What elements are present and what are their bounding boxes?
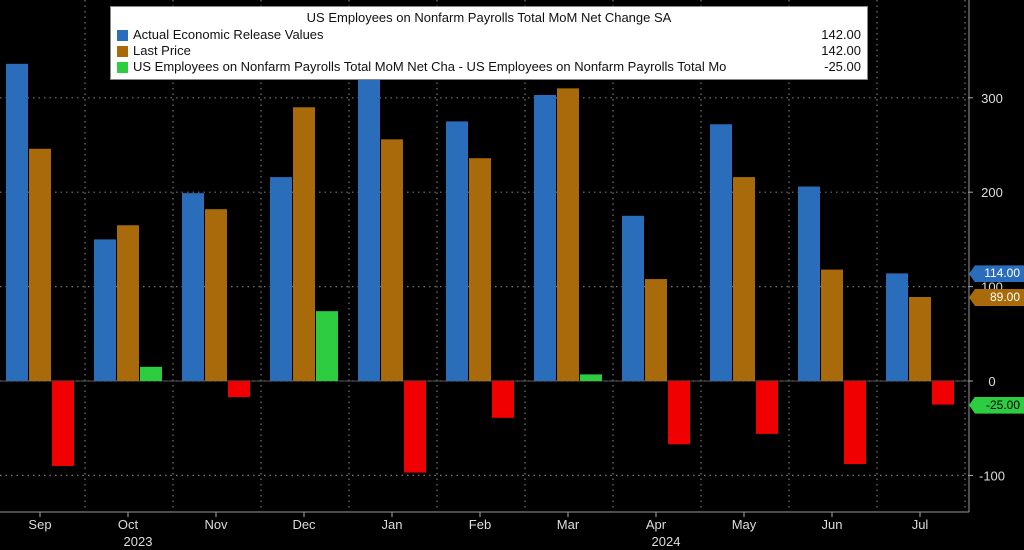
bar-difference xyxy=(316,311,338,381)
legend-swatch-difference xyxy=(117,61,128,73)
bar-actual xyxy=(270,177,292,381)
last-value-tag-difference: -25.00 xyxy=(969,396,1024,414)
legend: US Employees on Nonfarm Payrolls Total M… xyxy=(110,6,868,80)
bar-last-price xyxy=(909,296,931,381)
year-label: 2024 xyxy=(652,534,681,549)
bar-last-price xyxy=(381,139,403,381)
x-tick-label: Apr xyxy=(646,517,667,532)
bar-last-price xyxy=(557,88,579,382)
x-tick-label: May xyxy=(732,517,757,532)
y-tick-label: 0 xyxy=(988,374,995,389)
y-tick-label: 300 xyxy=(981,91,1003,106)
bar-difference xyxy=(844,381,866,465)
legend-value-actual: 142.00 xyxy=(821,27,861,42)
y-tick-label: 200 xyxy=(981,185,1003,200)
x-tick-label: Jan xyxy=(382,517,403,532)
x-tick-label: Jul xyxy=(912,517,929,532)
bar-actual xyxy=(94,239,116,381)
bars xyxy=(6,47,954,473)
x-tick-label: Nov xyxy=(204,517,228,532)
bar-actual xyxy=(622,215,644,381)
y-tick-label: -100 xyxy=(979,468,1005,483)
bar-difference xyxy=(668,381,690,445)
bar-actual xyxy=(358,47,380,381)
bar-difference xyxy=(52,381,74,466)
bar-difference xyxy=(404,381,426,473)
bar-last-price xyxy=(29,148,51,381)
bar-last-price xyxy=(293,107,315,382)
bar-difference xyxy=(580,374,602,381)
x-tick-label: Feb xyxy=(469,517,491,532)
legend-label-actual: Actual Economic Release Values xyxy=(133,27,324,42)
legend-value-last-price: 142.00 xyxy=(821,43,861,58)
legend-value-difference: -25.00 xyxy=(824,59,861,74)
x-tick-label: Jun xyxy=(822,517,843,532)
bar-actual xyxy=(6,63,28,381)
bar-actual xyxy=(446,121,468,382)
bar-last-price xyxy=(821,269,843,381)
legend-label-last-price: Last Price xyxy=(133,43,191,58)
bar-difference xyxy=(140,366,162,381)
bar-last-price xyxy=(469,158,491,381)
bar-actual xyxy=(182,193,204,381)
bar-actual xyxy=(798,186,820,381)
bar-actual xyxy=(886,273,908,381)
bar-last-price xyxy=(645,279,667,381)
bar-difference xyxy=(228,381,250,398)
legend-swatch-last-price xyxy=(117,45,128,57)
last-value-tag-actual: 114.00 xyxy=(969,265,1024,283)
last-value-tag-last-price: 89.00 xyxy=(969,288,1024,306)
bar-last-price xyxy=(205,209,227,381)
year-label: 2023 xyxy=(124,534,153,549)
chart-title: US Employees on Nonfarm Payrolls Total M… xyxy=(306,10,672,25)
x-tick-label: Sep xyxy=(28,517,51,532)
legend-label-difference: US Employees on Nonfarm Payrolls Total M… xyxy=(133,59,727,74)
bar-actual xyxy=(710,124,732,382)
x-tick-label: Mar xyxy=(557,517,580,532)
bar-actual xyxy=(534,94,556,381)
x-tick-label: Dec xyxy=(292,517,316,532)
legend-item-difference: US Employees on Nonfarm Payrolls Total M… xyxy=(117,59,861,75)
bar-difference xyxy=(932,381,954,405)
x-tick-label: Oct xyxy=(118,517,139,532)
legend-swatch-actual xyxy=(117,29,128,41)
legend-item-actual: Actual Economic Release Values 142.00 xyxy=(117,27,861,43)
legend-item-last-price: Last Price 142.00 xyxy=(117,43,861,59)
bar-last-price xyxy=(733,177,755,381)
bar-last-price xyxy=(117,225,139,381)
bar-difference xyxy=(756,381,778,434)
bar-difference xyxy=(492,381,514,418)
